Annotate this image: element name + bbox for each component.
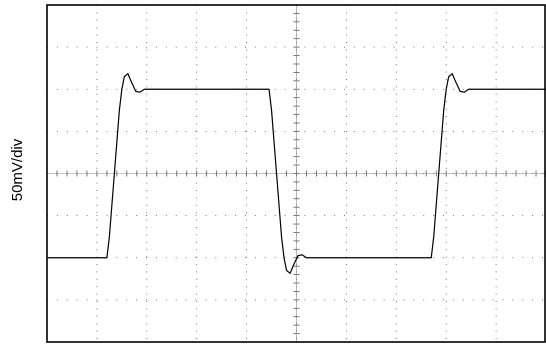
plot-frame [46, 4, 546, 343]
square-wave-trace [47, 73, 546, 274]
y-axis-label: 50mV/div [9, 138, 26, 201]
graticule-center-ticks [46, 4, 546, 343]
